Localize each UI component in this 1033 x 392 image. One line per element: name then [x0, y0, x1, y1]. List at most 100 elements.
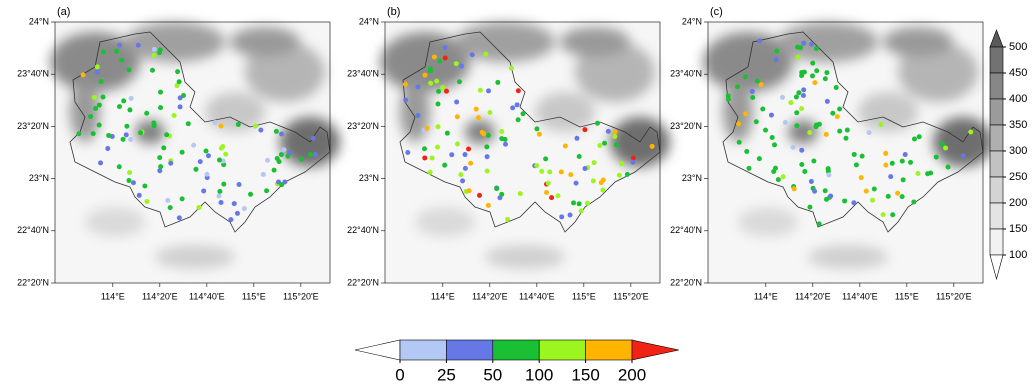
station-dot: [582, 166, 587, 171]
lat-tick-label: 22°20'N: [670, 277, 702, 287]
station-dot: [946, 165, 951, 170]
lat-tick-label: 22°20'N: [17, 277, 49, 287]
station-dot: [612, 130, 617, 135]
colorbar-box: [990, 73, 1003, 99]
station-dot: [750, 89, 755, 94]
station-dot: [428, 68, 433, 73]
colorbar-min-arrow: [990, 255, 1003, 279]
station-dot: [93, 106, 98, 111]
station-dot: [106, 133, 111, 138]
station-dot: [467, 188, 472, 193]
station-dot: [126, 178, 131, 183]
station-dot: [940, 142, 945, 147]
station-dot: [843, 136, 848, 141]
colorbar-box: [990, 47, 1003, 73]
station-dot: [437, 59, 442, 64]
station-dot: [539, 169, 544, 174]
station-dot: [124, 132, 129, 137]
station-dot: [476, 115, 481, 120]
station-dot: [801, 41, 806, 46]
station-dot: [559, 169, 564, 174]
colorbar-box: [493, 340, 539, 360]
colorbar-box: [990, 203, 1003, 229]
station-dot: [228, 217, 233, 222]
station-dot: [101, 94, 106, 99]
station-dot: [757, 156, 762, 161]
lon-tick-label: 115°E: [895, 291, 919, 301]
station-dot: [144, 199, 149, 204]
station-dot: [516, 88, 521, 93]
station-dot: [823, 188, 828, 193]
station-dot: [440, 85, 445, 90]
station-dot: [455, 142, 460, 147]
station-dot: [168, 161, 173, 166]
station-dot: [879, 122, 884, 127]
station-dot: [776, 177, 781, 182]
station-dot: [180, 196, 185, 201]
station-dot: [943, 146, 948, 151]
colorbar-tick-label: 500: [1009, 41, 1027, 53]
station-dot: [217, 193, 222, 198]
station-dot: [788, 100, 793, 105]
station-dot: [883, 151, 888, 156]
station-dot: [178, 95, 183, 100]
station-dot: [559, 214, 564, 219]
station-dot: [311, 136, 316, 141]
station-dot: [161, 145, 166, 150]
station-dot: [248, 192, 253, 197]
station-dot: [911, 200, 916, 205]
station-dot: [860, 154, 865, 159]
station-dot: [264, 188, 269, 193]
colorbar-tick-label: 50: [483, 365, 502, 384]
station-dot: [809, 42, 814, 47]
station-dot: [574, 136, 579, 141]
station-dot: [415, 113, 420, 118]
station-dot: [934, 155, 939, 160]
station-dot: [454, 100, 459, 105]
station-dot: [204, 148, 209, 153]
station-dot: [796, 90, 801, 95]
station-dot: [127, 107, 132, 112]
station-dot: [443, 45, 448, 50]
lat-tick-label: 22°40'N: [17, 225, 49, 235]
station-dot: [903, 152, 908, 157]
terrain-shade: [400, 82, 430, 142]
station-dot: [726, 93, 731, 98]
station-dot: [442, 163, 447, 168]
colorbar-tick-label: 25: [437, 365, 456, 384]
station-dot: [509, 66, 514, 71]
station-dot: [961, 153, 966, 158]
station-dot: [468, 161, 473, 166]
station-dot: [308, 152, 313, 157]
station-dot: [466, 146, 471, 151]
station-dot: [579, 208, 584, 213]
station-dot: [157, 155, 162, 160]
station-dot: [823, 76, 828, 81]
station-dot: [773, 166, 778, 171]
lon-tick-label: 115°20'E: [283, 291, 319, 301]
station-dot: [121, 137, 126, 142]
lat-tick-label: 23°20'N: [17, 121, 49, 131]
lat-tick-label: 24°N: [29, 16, 49, 26]
station-dot: [851, 200, 856, 205]
station-dot: [518, 191, 523, 196]
colorbar-box: [446, 340, 492, 360]
colorbar-box: [539, 340, 585, 360]
station-dot: [597, 143, 602, 148]
station-dot: [313, 152, 318, 157]
station-dot: [76, 131, 81, 136]
station-dot: [516, 117, 521, 122]
colorbar-tick-label: 100: [525, 365, 553, 384]
station-dot: [483, 52, 488, 57]
lat-tick-label: 24°N: [359, 16, 379, 26]
station-dot: [774, 49, 779, 54]
station-dot: [503, 142, 508, 147]
station-dot: [405, 150, 410, 155]
station-dot: [481, 131, 486, 136]
lat-tick-label: 23°N: [29, 173, 49, 183]
station-dot: [221, 182, 226, 187]
station-dot: [137, 193, 142, 198]
station-dot: [799, 73, 804, 78]
station-dot: [781, 174, 786, 179]
station-dot: [835, 114, 840, 119]
